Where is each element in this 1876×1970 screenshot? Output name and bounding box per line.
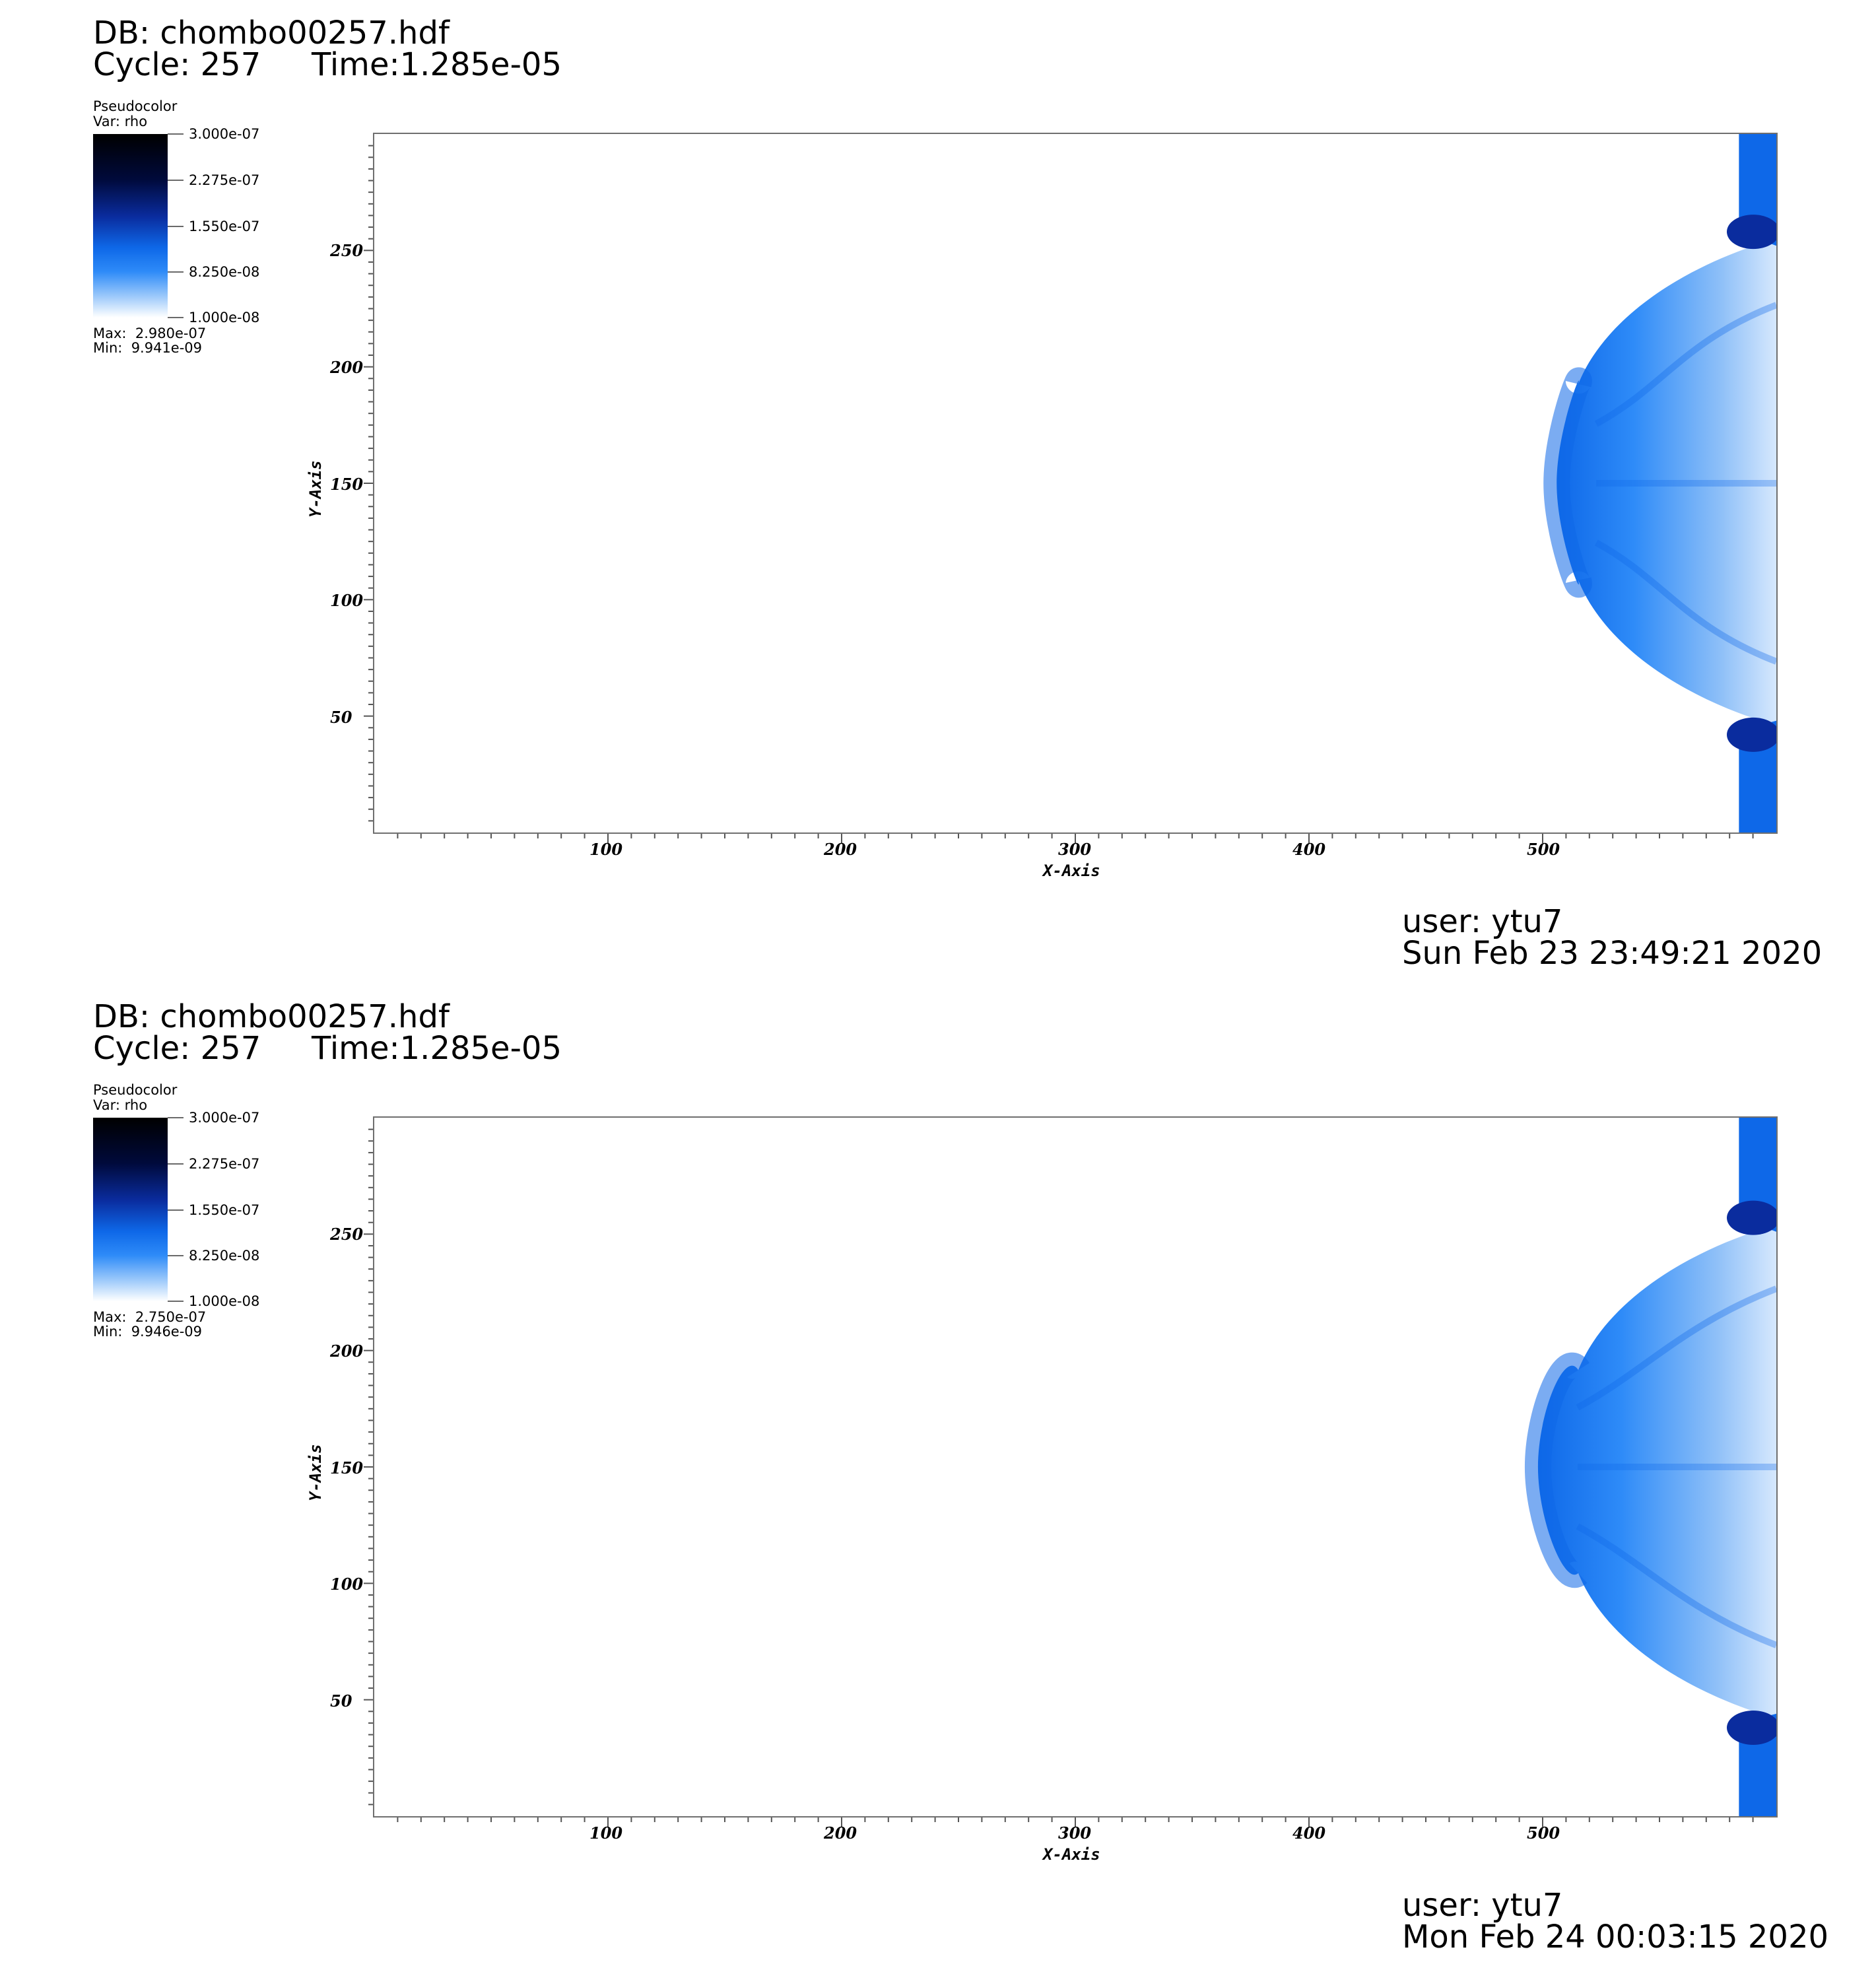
density-field (1543, 134, 1776, 832)
dense-knot (1727, 717, 1776, 752)
x-axis-title: X-Axis (1043, 862, 1100, 880)
colorbar (93, 134, 168, 318)
axes-ticks (364, 145, 1754, 843)
x-tick-label: 300 (1058, 1823, 1092, 1843)
time-label: Time:1.285e-05 (312, 46, 562, 83)
dense-knot (1727, 1710, 1776, 1745)
colorbar-label: 8.250e-08 (189, 264, 260, 280)
density-filament (1576, 1285, 1776, 1411)
x-tick-label: 400 (1292, 840, 1326, 859)
y-tick-label: 150 (330, 475, 364, 494)
colorbar-tick (168, 1209, 184, 1211)
db-label: DB: chombo00257.hdf (93, 15, 450, 51)
user-label: user: ytu7 (1402, 1887, 1563, 1924)
cycle-label: Cycle: 257 (93, 46, 261, 83)
colorbar-tick (168, 133, 184, 135)
colorbar-tick (168, 180, 184, 181)
x-tick-label: 500 (1527, 840, 1560, 859)
x-tick-label: 400 (1292, 1823, 1326, 1843)
colorbar-label: 1.550e-07 (189, 219, 260, 234)
y-tick-label: 100 (330, 591, 364, 610)
legend-min: Min: 9.946e-09 (93, 1324, 203, 1340)
db-label: DB: chombo00257.hdf (93, 998, 450, 1035)
y-tick-label: 200 (330, 358, 364, 377)
plot-window-1: DB: chombo00257.hdf Cycle: 257 Time:1.28… (0, 0, 1876, 984)
colorbar-label: 3.000e-07 (189, 1110, 260, 1126)
density-field (1524, 1118, 1776, 1816)
date-label: Sun Feb 23 23:49:21 2020 (1402, 935, 1823, 972)
legend-variable: Var: rho (93, 1097, 148, 1113)
y-tick-label: 100 (330, 1575, 364, 1594)
colorbar-tick (168, 1301, 184, 1302)
colorbar-label: 2.275e-07 (189, 1156, 260, 1172)
x-tick-label: 100 (589, 1823, 623, 1843)
plot-window-2: DB: chombo00257.hdf Cycle: 257 Time:1.28… (0, 984, 1876, 1967)
cycle-label: Cycle: 257 (93, 1030, 261, 1067)
dense-knot (1727, 215, 1776, 250)
x-tick-label: 300 (1058, 840, 1092, 859)
legend-plot-type: Pseudocolor (93, 1082, 178, 1098)
dense-knot (1727, 1200, 1776, 1235)
y-tick-label: 250 (330, 241, 364, 260)
density-filament (1576, 1523, 1776, 1648)
colorbar-tick (168, 317, 184, 318)
y-tick-label: 150 (330, 1458, 364, 1478)
legend-plot-type: Pseudocolor (93, 98, 178, 114)
colorbar-tick (168, 1117, 184, 1118)
legend-max: Max: 2.980e-07 (93, 325, 207, 341)
colorbar-tick (168, 1163, 184, 1165)
axes-ticks (364, 1128, 1754, 1827)
colorbar-label: 1.550e-07 (189, 1202, 260, 1218)
date-label: Mon Feb 24 00:03:15 2020 (1402, 1919, 1829, 1955)
colorbar-label: 1.000e-08 (189, 310, 260, 325)
y-tick-label: 200 (330, 1342, 364, 1361)
y-tick-label: 50 (330, 708, 352, 727)
colorbar-label: 1.000e-08 (189, 1293, 260, 1309)
y-tick-label: 250 (330, 1225, 364, 1244)
time-label: Time:1.285e-05 (312, 1030, 562, 1067)
x-tick-label: 200 (824, 840, 857, 859)
density-filament (1594, 302, 1776, 427)
user-label: user: ytu7 (1402, 903, 1563, 940)
legend-max: Max: 2.750e-07 (93, 1309, 207, 1325)
x-tick-label: 100 (589, 840, 623, 859)
legend-min: Min: 9.941e-09 (93, 340, 203, 356)
x-axis-title: X-Axis (1043, 1845, 1100, 1864)
colorbar-tick (168, 271, 184, 273)
x-tick-label: 500 (1527, 1823, 1560, 1843)
shock-front (1537, 1225, 1776, 1718)
colorbar-tick (168, 226, 184, 227)
plot-area (373, 133, 1778, 834)
colorbar-label: 2.275e-07 (189, 172, 260, 188)
y-tick-label: 50 (330, 1691, 352, 1711)
y-axis-title: Y-Axis (306, 1444, 325, 1501)
colorbar-label: 8.250e-08 (189, 1248, 260, 1264)
shock-rim (1524, 1353, 1590, 1588)
y-axis-title: Y-Axis (306, 460, 325, 518)
colorbar-label: 3.000e-07 (189, 126, 260, 142)
colorbar (93, 1118, 168, 1301)
x-tick-label: 200 (824, 1823, 857, 1843)
density-filament (1594, 539, 1776, 665)
legend-variable: Var: rho (93, 114, 148, 129)
shock-front (1557, 238, 1776, 726)
colorbar-tick (168, 1255, 184, 1256)
plot-area (373, 1116, 1778, 1817)
